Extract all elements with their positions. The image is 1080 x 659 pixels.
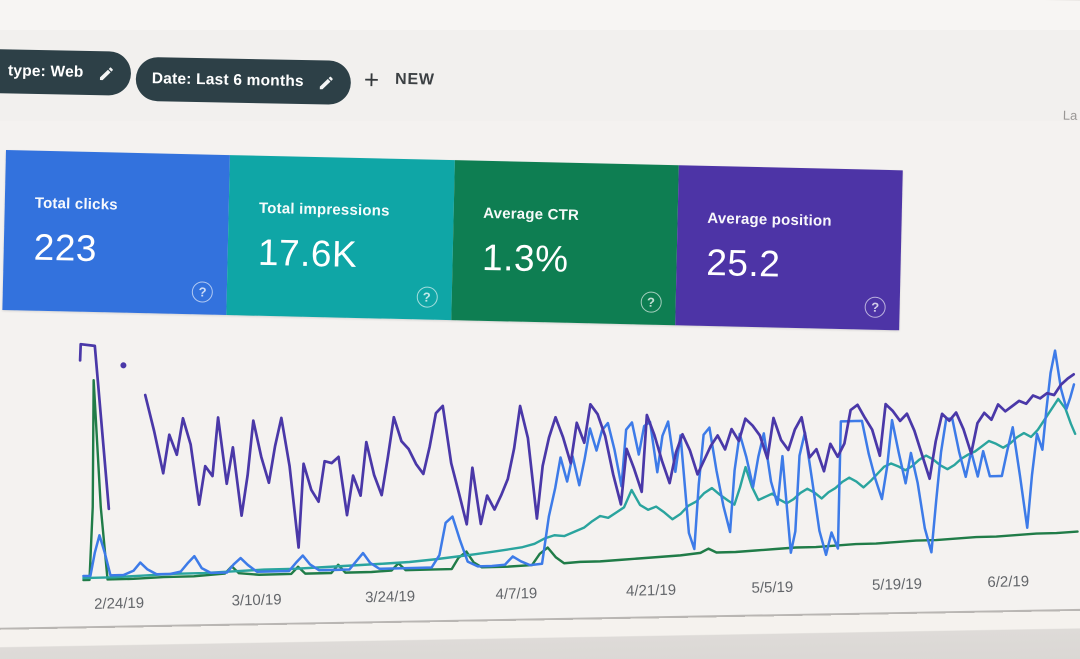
chart-line-average-position (143, 372, 1076, 549)
metric-card-total-clicks[interactable]: Total clicks 223 ? (2, 150, 231, 316)
x-axis-tick-label: 2/24/19 (93, 594, 145, 613)
plus-icon: + (363, 64, 380, 95)
filter-bar-inner: type: Web Date: Last 6 months + NEW La (0, 29, 1080, 142)
x-axis-tick-label: 4/21/19 (625, 581, 677, 600)
metric-card-label: Average position (707, 209, 832, 230)
edit-pencil-icon[interactable] (97, 65, 114, 82)
performance-chart-area: 2/24/19 3/10/19 3/24/19 4/7/19 4/21/19 5/5/19… (72, 312, 1080, 636)
x-axis-tick-label: 5/19/19 (871, 575, 923, 594)
chart-line-average-ctr (82, 378, 1079, 582)
new-filter-button[interactable]: + NEW (363, 64, 435, 95)
new-filter-button-label: NEW (394, 70, 435, 89)
chart-line-total-impressions (82, 397, 1077, 580)
metric-card-average-ctr[interactable]: Average CTR 1.3% ? (450, 160, 679, 326)
metric-card-average-position[interactable]: Average position 25.2 ? (674, 165, 903, 331)
performance-line-chart (78, 342, 1079, 582)
help-icon[interactable]: ? (864, 296, 886, 318)
chart-line-average-position (78, 342, 111, 511)
help-icon[interactable]: ? (416, 286, 438, 308)
metric-cards-row: Total clicks 223 ? Total impressions 17.… (2, 150, 903, 331)
chart-line-total-clicks (82, 349, 1076, 578)
x-axis-tick-label: 4/7/19 (495, 585, 538, 604)
x-axis-tick-label: 6/2/19 (987, 573, 1030, 592)
metric-card-label: Average CTR (482, 204, 580, 225)
performance-panel: Total clicks 223 ? Total impressions 17.… (0, 121, 1080, 631)
metric-card-value: 25.2 (705, 241, 781, 285)
filter-chip-search-type[interactable]: type: Web (0, 48, 131, 96)
x-axis-tick-label: 3/10/19 (231, 591, 282, 610)
metric-card-value: 1.3% (481, 236, 569, 280)
x-axis-tick-label: 5/5/19 (751, 578, 794, 597)
filter-chip-search-type-label: type: Web (7, 62, 84, 81)
help-icon[interactable]: ? (640, 291, 662, 313)
metric-card-value: 17.6K (257, 231, 358, 275)
filter-bar: type: Web Date: Last 6 months + NEW La (0, 30, 1080, 188)
metric-card-total-impressions[interactable]: Total impressions 17.6K ? (226, 155, 455, 321)
edit-pencil-icon[interactable] (318, 74, 335, 91)
metric-card-value: 223 (33, 226, 98, 270)
chart-point-average-position (120, 362, 127, 369)
metric-card-label: Total clicks (34, 194, 118, 214)
filter-chip-date[interactable]: Date: Last 6 months (135, 56, 352, 105)
metric-card-label: Total impressions (258, 199, 390, 220)
filter-chip-date-label: Date: Last 6 months (151, 70, 304, 91)
x-axis-tick-label: 3/24/19 (364, 588, 416, 607)
help-icon[interactable]: ? (191, 281, 214, 303)
